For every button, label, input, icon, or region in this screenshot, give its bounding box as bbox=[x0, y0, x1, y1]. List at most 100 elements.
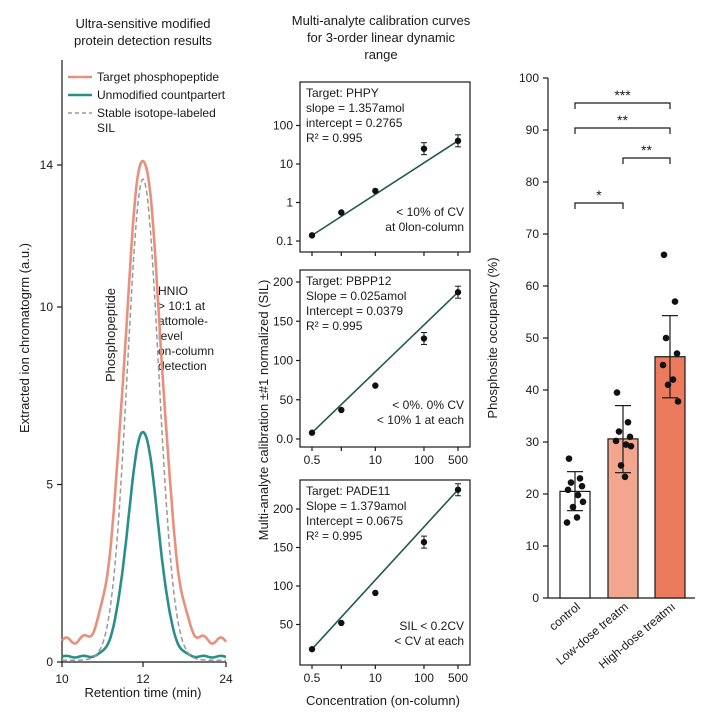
data-point bbox=[567, 479, 575, 486]
y-tick-label: 1 bbox=[286, 196, 293, 210]
data-point bbox=[612, 437, 620, 445]
peak-label: Phosphopeptide bbox=[103, 288, 118, 382]
calibration-point bbox=[420, 538, 428, 546]
calibration-title-line-3: range bbox=[364, 47, 397, 62]
x-tick-label: 0.5 bbox=[304, 671, 321, 685]
annotation-line: attomole- bbox=[158, 314, 208, 328]
category-label: control bbox=[546, 600, 583, 634]
cv-note-line: < 10% 1 at each bbox=[377, 413, 464, 427]
calibration-point bbox=[420, 335, 428, 342]
subplot-frame bbox=[299, 479, 471, 666]
significance-bracket bbox=[574, 127, 671, 134]
x-tick-label: 10 bbox=[369, 671, 383, 685]
calibration-point bbox=[338, 209, 345, 216]
y-tick-label: 100 bbox=[273, 119, 293, 133]
occupancy-y-label: Phosphosite occupancy (%) bbox=[485, 257, 500, 418]
annotation-line: HNIO bbox=[158, 284, 188, 298]
cv-note-line: < CV at each bbox=[394, 634, 464, 648]
y-tick-label: 100 bbox=[273, 354, 293, 368]
calibration-panel: Multi-analyte calibration curves for 3-o… bbox=[256, 13, 471, 708]
legend-label-sil: Stable isotope-labeled bbox=[97, 106, 216, 120]
fit-stat-line: intercept = 0.2765 bbox=[306, 116, 403, 130]
data-point bbox=[564, 486, 572, 494]
annotation-line: level bbox=[158, 329, 183, 343]
calibration-point bbox=[338, 406, 345, 414]
data-point bbox=[578, 482, 586, 490]
y-tick-label: 10 bbox=[526, 539, 540, 553]
data-point bbox=[574, 491, 582, 499]
chromatogram-series-2 bbox=[62, 178, 226, 661]
significance-label: ** bbox=[617, 112, 628, 128]
fit-line bbox=[311, 291, 459, 434]
y-tick-label: 50 bbox=[280, 618, 294, 632]
fit-stat-line: Intercept = 0.0379 bbox=[306, 304, 403, 318]
calibration-point bbox=[420, 145, 428, 152]
x-tick-label: 500 bbox=[448, 671, 468, 685]
chromatogram-y-label: Extracted ion chromatogrm (a.u.) bbox=[17, 243, 32, 433]
calibration-subplot-PBPP12: 0.0 50 100 150 200 0.5 10 100 500 Target: PBPP12S… bbox=[273, 269, 471, 467]
chromatogram-panel: Ultra-sensitive modified protein detecti… bbox=[17, 16, 233, 700]
x-tick-label: 10 bbox=[55, 672, 69, 686]
data-point bbox=[674, 398, 682, 405]
y-tick-label: 100 bbox=[519, 71, 539, 85]
fit-stat-line: R² = 0.995 bbox=[306, 529, 363, 543]
fit-stat-line: slope = 1.357amol bbox=[306, 101, 404, 115]
x-tick-label: 100 bbox=[414, 671, 434, 685]
data-point bbox=[576, 475, 584, 482]
subplot-frame bbox=[299, 269, 471, 448]
data-point bbox=[669, 376, 677, 383]
data-point bbox=[613, 389, 621, 396]
data-point bbox=[615, 428, 623, 435]
annotation-line: > 10:1 at bbox=[158, 299, 206, 313]
y-tick-label: 0 bbox=[46, 655, 53, 669]
data-point bbox=[664, 381, 672, 389]
y-tick-label: 30 bbox=[526, 435, 540, 449]
significance-label: * bbox=[596, 187, 602, 203]
fit-stat-line: Target: PHPY bbox=[306, 86, 379, 100]
x-tick-label: 0.5 bbox=[304, 453, 321, 467]
y-tick-label: 200 bbox=[273, 502, 293, 516]
significance-bracket bbox=[574, 102, 671, 109]
y-tick-label: 50 bbox=[280, 393, 294, 407]
cv-note-line: < 10% of CV bbox=[396, 205, 464, 219]
calibration-subplot-PADE11: 50 100 150 200 0.5 10 100 500 Target: PADE11Slop… bbox=[273, 479, 471, 685]
subplot-frame bbox=[299, 81, 471, 253]
calibration-point bbox=[372, 589, 379, 597]
x-tick-label: 12 bbox=[136, 672, 150, 686]
y-tick-label: 80 bbox=[526, 175, 540, 189]
calibration-point bbox=[308, 645, 316, 653]
y-tick-label: 10 bbox=[40, 300, 54, 314]
data-point bbox=[624, 418, 632, 426]
occupancy-panel: Phosphosite occupancy (%) 0 10 20 30 40 50 60 7… bbox=[485, 71, 695, 672]
fit-stat-line: R² = 0.995 bbox=[306, 131, 363, 145]
data-point bbox=[569, 503, 577, 511]
fit-stat-line: Target: PADE11 bbox=[306, 484, 391, 498]
chromatogram-series-1 bbox=[61, 430, 227, 659]
calibration-point bbox=[372, 382, 379, 389]
x-tick-label: 100 bbox=[414, 453, 434, 467]
calibration-point bbox=[338, 619, 345, 627]
calibration-point bbox=[372, 187, 379, 195]
data-point bbox=[662, 334, 670, 342]
calibration-point bbox=[308, 429, 316, 436]
x-tick-label: 10 bbox=[369, 453, 383, 467]
legend-label-sil-cont: SIL bbox=[97, 121, 115, 135]
y-tick-label: 0 bbox=[532, 591, 539, 605]
data-point bbox=[579, 498, 587, 506]
calibration-y-label: Multi-analyte calibration ±#1 normalized… bbox=[256, 280, 271, 541]
y-tick-label: 20 bbox=[526, 487, 540, 501]
cv-note-line: < 0%. 0% CV bbox=[392, 398, 464, 412]
significance-bracket bbox=[622, 157, 671, 164]
calibration-x-label: Concentration (on-column) bbox=[306, 693, 460, 708]
y-tick-label: 14 bbox=[40, 158, 54, 172]
x-tick-label: 24 bbox=[219, 672, 233, 686]
y-tick-label: 100 bbox=[273, 579, 293, 593]
data-point bbox=[626, 433, 634, 441]
chromatogram-title-line-1: Ultra-sensitive modified bbox=[75, 16, 210, 31]
calibration-point bbox=[454, 289, 462, 296]
data-point bbox=[671, 298, 679, 305]
calibration-title-line-1: Multi-analyte calibration curves bbox=[292, 13, 471, 28]
fit-stat-line: Target: PBPP12 bbox=[306, 274, 392, 288]
